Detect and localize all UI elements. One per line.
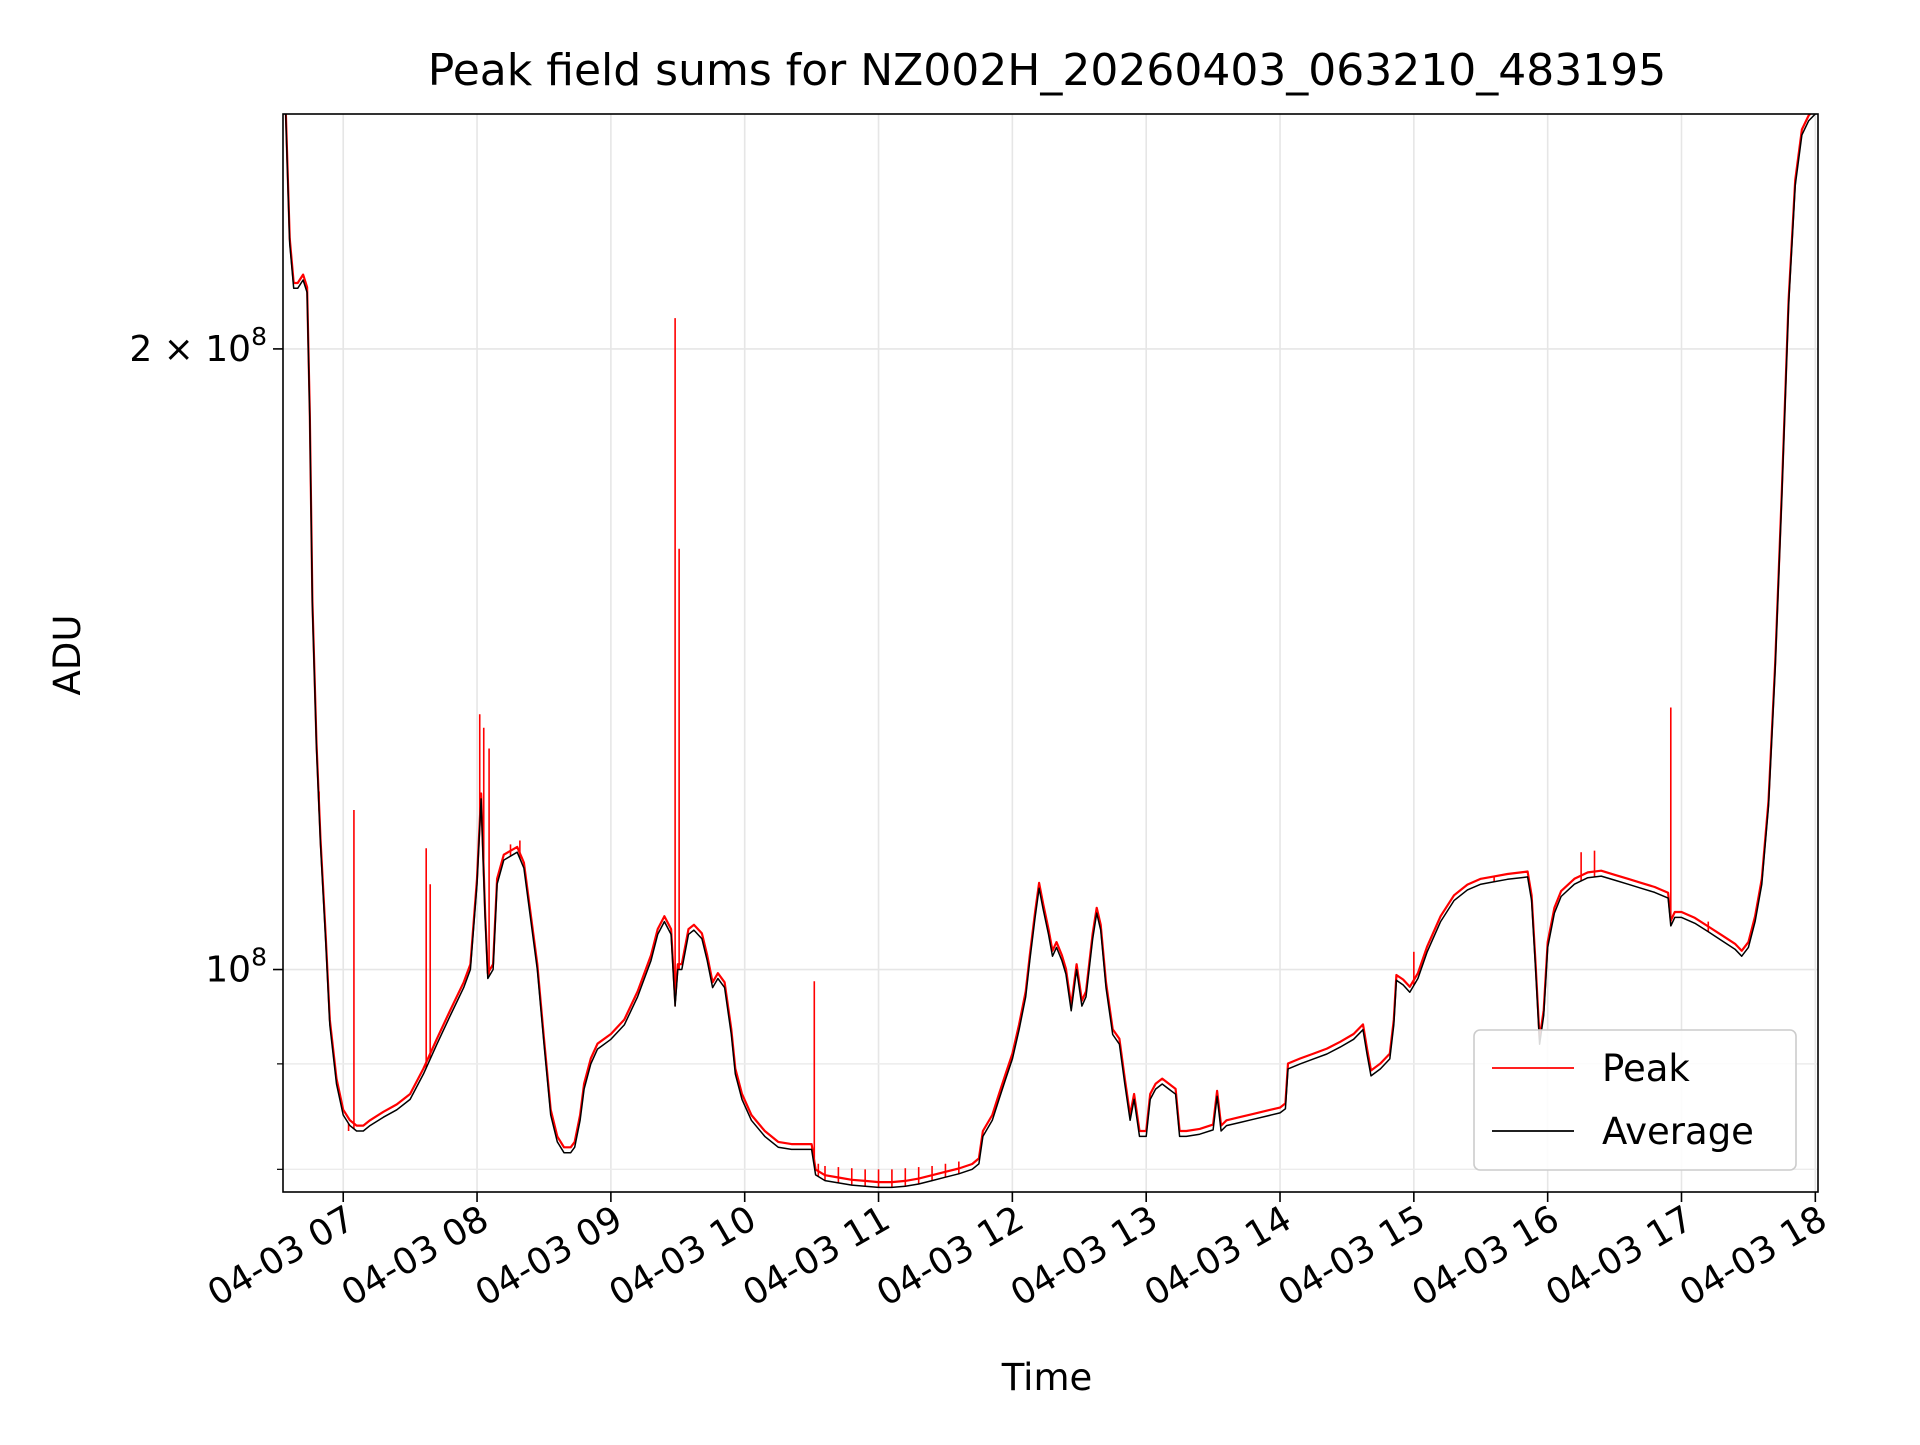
series-group — [284, 114, 1816, 1189]
legend: Peak Average — [1473, 1029, 1797, 1171]
y-tick-label-base: 10 — [205, 329, 251, 370]
y-tick-label-mantissa: 2 × — [129, 329, 205, 370]
series-line-average — [284, 114, 1816, 1189]
y-tick-label-base: 10 — [205, 950, 251, 991]
legend-box — [1473, 1029, 1797, 1171]
legend-label-peak: Peak — [1602, 1047, 1690, 1090]
x-axis-label: Time — [1001, 1356, 1093, 1399]
y-axis-label: ADU — [46, 615, 89, 696]
legend-label-average: Average — [1602, 1110, 1754, 1153]
y-tick-label-exponent: 8 — [251, 943, 267, 972]
series-layer — [284, 114, 1816, 1189]
y-tick-label: 2 × 108 — [129, 322, 267, 370]
y-tick-label-exponent: 8 — [251, 322, 267, 351]
y-tick-label: 108 — [205, 943, 267, 991]
grid-lines — [283, 114, 1818, 1192]
plot-frame — [282, 113, 1819, 1193]
chart-title: Peak field sums for NZ002H_20260403_0632… — [428, 45, 1666, 96]
